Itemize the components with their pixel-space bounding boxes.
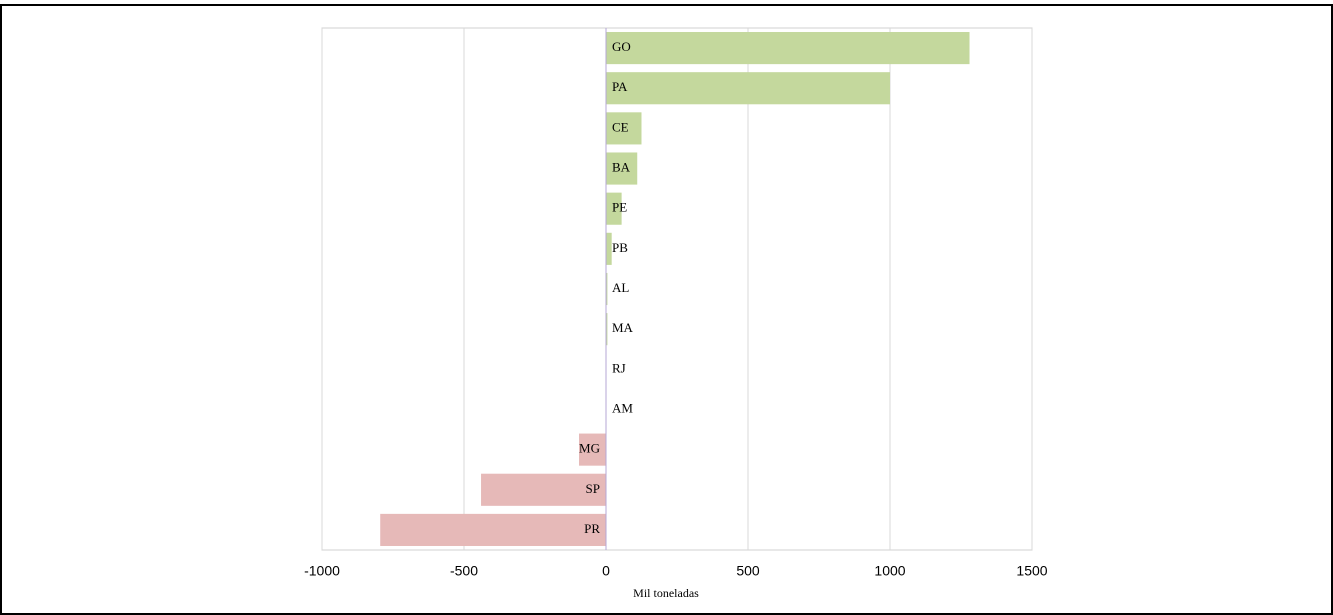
x-axis-label: Mil toneladas — [633, 586, 699, 600]
category-label: RJ — [612, 360, 626, 375]
bar — [606, 72, 890, 105]
category-label: AM — [612, 400, 633, 415]
bar — [606, 152, 638, 185]
x-tick-label: 0 — [602, 563, 610, 579]
x-tick-label: 500 — [736, 563, 760, 579]
bar — [579, 433, 606, 466]
x-tick-label: 1500 — [1016, 563, 1047, 579]
category-label: PA — [612, 79, 628, 94]
bar — [606, 112, 642, 145]
bar — [606, 232, 612, 265]
category-label: GO — [612, 39, 631, 54]
bar — [606, 32, 970, 65]
category-label: PB — [612, 240, 628, 255]
bar — [606, 272, 608, 306]
category-label: MA — [612, 320, 634, 335]
x-tick-label: -1000 — [304, 563, 340, 579]
category-label: AL — [612, 280, 629, 295]
category-label: SP — [586, 481, 600, 496]
x-tick-label: -500 — [450, 563, 478, 579]
bar — [481, 473, 606, 506]
category-label: PR — [584, 521, 600, 536]
bar — [380, 513, 606, 546]
category-label: BA — [612, 160, 631, 175]
category-label: MG — [579, 441, 600, 456]
plot-area — [321, 27, 1033, 551]
category-label: CE — [612, 119, 629, 134]
x-tick-label: 1000 — [874, 563, 905, 579]
category-label: PE — [612, 200, 627, 215]
frame — [0, 4, 1333, 615]
bar — [606, 192, 622, 225]
bar — [606, 313, 608, 346]
